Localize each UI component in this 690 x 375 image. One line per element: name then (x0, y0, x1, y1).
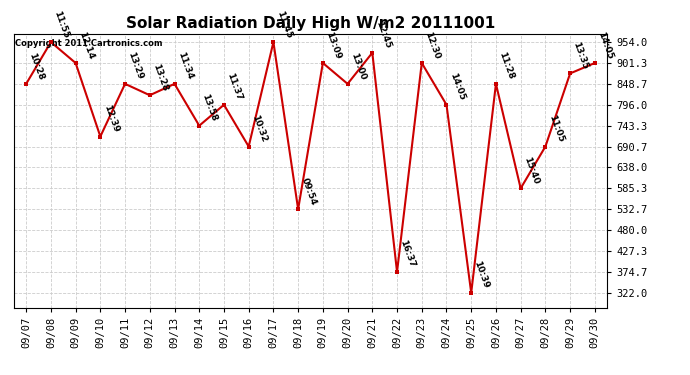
Text: 11:05: 11:05 (546, 114, 565, 144)
Text: 16:37: 16:37 (398, 239, 417, 269)
Text: 11:45: 11:45 (275, 9, 293, 39)
Text: 10:28: 10:28 (28, 51, 46, 81)
Text: 10:32: 10:32 (250, 114, 268, 144)
Text: 14:05: 14:05 (596, 30, 615, 60)
Text: 12:14: 12:14 (77, 30, 95, 60)
Text: Copyright 2011 Cartronics.com: Copyright 2011 Cartronics.com (15, 39, 162, 48)
Text: 13:00: 13:00 (349, 51, 367, 81)
Title: Solar Radiation Daily High W/m2 20111001: Solar Radiation Daily High W/m2 20111001 (126, 16, 495, 31)
Text: 13:28: 13:28 (151, 63, 170, 93)
Text: 11:55: 11:55 (52, 9, 70, 39)
Text: 09:54: 09:54 (299, 176, 318, 207)
Text: 11:37: 11:37 (226, 72, 244, 102)
Text: 12:45: 12:45 (374, 20, 392, 50)
Text: 10:39: 10:39 (473, 260, 491, 290)
Text: 13:35: 13:35 (571, 40, 590, 70)
Text: 13:58: 13:58 (201, 93, 219, 123)
Text: 13:09: 13:09 (324, 30, 342, 60)
Text: 12:39: 12:39 (101, 104, 120, 134)
Text: 11:34: 11:34 (176, 51, 194, 81)
Text: 11:28: 11:28 (497, 51, 515, 81)
Text: 12:30: 12:30 (423, 30, 442, 60)
Text: 13:29: 13:29 (126, 51, 145, 81)
Text: 14:05: 14:05 (448, 72, 466, 102)
Text: 15:40: 15:40 (522, 156, 540, 186)
